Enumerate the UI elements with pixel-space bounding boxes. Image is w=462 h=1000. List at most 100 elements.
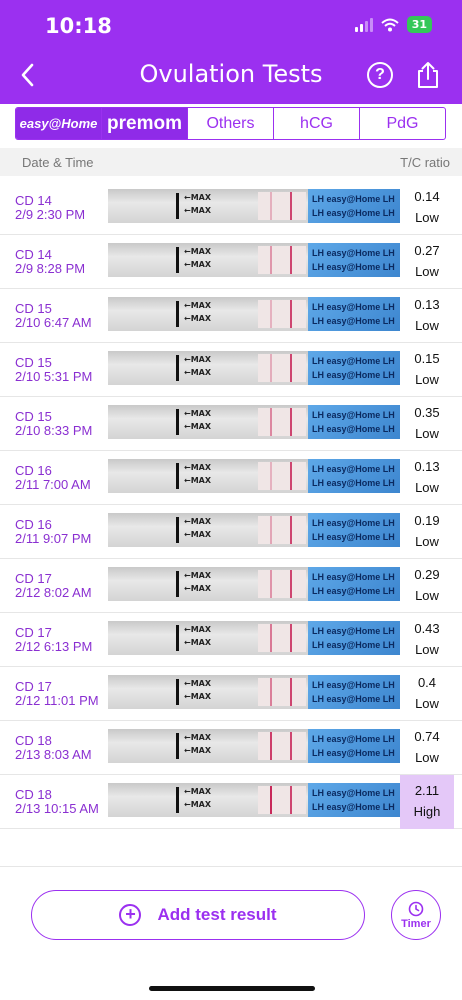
- lh-status: Low: [415, 318, 439, 333]
- strip-window: [258, 516, 306, 544]
- strip-brand-label: LH easy@Home LH LH easy@Home LH: [308, 675, 400, 709]
- strip-bar: [176, 625, 179, 651]
- strip-brand-label: LH easy@Home LH LH easy@Home LH: [308, 351, 400, 385]
- list-item[interactable]: CD 15 2/10 6:47 AM ←MAX ←MAX LH easy@Home LH…: [0, 289, 462, 343]
- strip-brand-label: LH easy@Home LH LH easy@Home LH: [308, 567, 400, 601]
- test-line: [270, 624, 272, 652]
- list-item[interactable]: CD 17 2/12 8:02 AM ←MAX ←MAX LH easy@Home LH…: [0, 559, 462, 613]
- list-item[interactable]: CD 17 2/12 11:01 PM ←MAX ←MAX LH easy@Home L…: [0, 667, 462, 721]
- list-item[interactable]: CD 16 2/11 9:07 PM ←MAX ←MAX LH easy@Home LH…: [0, 505, 462, 559]
- strip-bar: [176, 571, 179, 597]
- back-arrow-icon[interactable]: [14, 60, 44, 90]
- strip-lh-text: LH easy@Home LH: [312, 478, 395, 488]
- test-datetime: 2/10 8:33 PM: [15, 423, 93, 438]
- strip-lh-text: LH easy@Home LH: [312, 734, 395, 744]
- strip-max-label: ←MAX: [184, 206, 212, 215]
- tc-ratio-value: 0.43: [414, 621, 440, 636]
- strip-bar: [176, 355, 179, 381]
- tc-ratio-value: 0.19: [414, 513, 440, 528]
- test-strip-image: ←MAX ←MAX LH easy@Home LH LH easy@Home LH: [108, 459, 400, 493]
- timer-button[interactable]: Timer: [391, 890, 441, 940]
- control-line: [290, 462, 292, 490]
- add-test-result-button[interactable]: + Add test result: [31, 890, 365, 940]
- list-item[interactable]: CD 14 2/9 8:28 PM ←MAX ←MAX LH easy@Home LH L…: [0, 235, 462, 289]
- tc-ratio-value: 0.74: [414, 729, 440, 744]
- strip-brand-label: LH easy@Home LH LH easy@Home LH: [308, 621, 400, 655]
- strip-max-label: ←MAX: [184, 800, 212, 809]
- lh-status: Low: [415, 750, 439, 765]
- strip-brand-label: LH easy@Home LH LH easy@Home LH: [308, 189, 400, 223]
- lh-status: Low: [415, 426, 439, 441]
- test-datetime: 2/11 9:07 PM: [15, 531, 92, 546]
- strip-max-label: ←MAX: [184, 517, 212, 526]
- test-strip-image: ←MAX ←MAX LH easy@Home LH LH easy@Home LH: [108, 729, 400, 763]
- strip-window: [258, 462, 306, 490]
- control-line: [290, 570, 292, 598]
- control-line: [290, 246, 292, 274]
- tab-pdg[interactable]: PdG: [386, 114, 419, 132]
- lh-status: Low: [415, 696, 439, 711]
- strip-window: [258, 408, 306, 436]
- plus-icon: +: [119, 904, 142, 926]
- test-datetime: 2/10 5:31 PM: [15, 369, 93, 384]
- control-line: [290, 786, 292, 814]
- strip-bar: [176, 301, 179, 327]
- timer-icon: [408, 901, 424, 917]
- test-line: [270, 408, 272, 436]
- cycle-day: CD 17: [15, 571, 52, 586]
- tc-ratio-cell: 0.74 Low: [400, 721, 454, 775]
- strip-max-label: ←MAX: [184, 368, 212, 377]
- test-strip-image: ←MAX ←MAX LH easy@Home LH LH easy@Home LH: [108, 675, 400, 709]
- test-line: [270, 678, 272, 706]
- tc-ratio-cell: 0.19 Low: [400, 505, 454, 559]
- list-item[interactable]: CD 15 2/10 8:33 PM ←MAX ←MAX LH easy@Home LH…: [0, 397, 462, 451]
- strip-lh-text: LH easy@Home LH: [312, 532, 395, 542]
- strip-max-label: ←MAX: [184, 422, 212, 431]
- tab-others[interactable]: Others: [188, 108, 274, 139]
- test-datetime: 2/11 7:00 AM: [15, 477, 91, 492]
- list-item[interactable]: CD 16 2/11 7:00 AM ←MAX ←MAX LH easy@Home LH…: [0, 451, 462, 505]
- test-line: [270, 246, 272, 274]
- cycle-day: CD 14: [15, 247, 52, 262]
- strip-lh-text: LH easy@Home LH: [312, 410, 395, 420]
- cycle-day: CD 15: [15, 355, 52, 370]
- strip-lh-text: LH easy@Home LH: [312, 424, 395, 434]
- status-time: 10:18: [45, 14, 112, 38]
- tab-easy-at-home[interactable]: easy@Home: [16, 108, 102, 139]
- list-item[interactable]: CD 15 2/10 5:31 PM ←MAX ←MAX LH easy@Home LH…: [0, 343, 462, 397]
- cycle-day: CD 17: [15, 679, 52, 694]
- test-datetime: 2/13 8:03 AM: [15, 747, 92, 762]
- cycle-day: CD 15: [15, 301, 52, 316]
- tab-premom[interactable]: premom: [102, 108, 188, 139]
- help-icon[interactable]: ?: [367, 62, 393, 88]
- share-icon[interactable]: [414, 60, 442, 90]
- tc-ratio-cell: 0.35 Low: [400, 397, 454, 451]
- tc-ratio-cell: 0.27 Low: [400, 235, 454, 289]
- strip-bar: [176, 409, 179, 435]
- test-strip-image: ←MAX ←MAX LH easy@Home LH LH easy@Home LH: [108, 351, 400, 385]
- tc-ratio-cell: 2.11 High: [400, 775, 454, 829]
- test-line: [270, 786, 272, 814]
- lh-status: Low: [415, 588, 439, 603]
- strip-bar: [176, 247, 179, 273]
- cycle-day: CD 18: [15, 733, 52, 748]
- list-item[interactable]: CD 17 2/12 6:13 PM ←MAX ←MAX LH easy@Home LH…: [0, 613, 462, 667]
- test-strip-image: ←MAX ←MAX LH easy@Home LH LH easy@Home LH: [108, 567, 400, 601]
- list-item[interactable]: CD 14 2/9 2:30 PM ←MAX ←MAX LH easy@Home LH L…: [0, 181, 462, 235]
- strip-lh-text: LH easy@Home LH: [312, 626, 395, 636]
- test-line: [270, 732, 272, 760]
- list-item[interactable]: CD 18 2/13 8:03 AM ←MAX ←MAX LH easy@Home LH…: [0, 721, 462, 775]
- strip-brand-label: LH easy@Home LH LH easy@Home LH: [308, 243, 400, 277]
- control-line: [290, 678, 292, 706]
- test-datetime: 2/12 8:02 AM: [15, 585, 92, 600]
- list-item[interactable]: CD 18 2/13 10:15 AM ←MAX ←MAX LH easy@Home L…: [0, 775, 462, 829]
- strip-max-label: ←MAX: [184, 247, 212, 256]
- test-strip-image: ←MAX ←MAX LH easy@Home LH LH easy@Home LH: [108, 189, 400, 223]
- timer-label: Timer: [401, 918, 431, 930]
- strip-max-label: ←MAX: [184, 584, 212, 593]
- cycle-day: CD 16: [15, 463, 52, 478]
- strip-window: [258, 786, 306, 814]
- strip-max-label: ←MAX: [184, 260, 212, 269]
- tab-hcg[interactable]: hCG: [274, 108, 360, 139]
- test-line: [270, 570, 272, 598]
